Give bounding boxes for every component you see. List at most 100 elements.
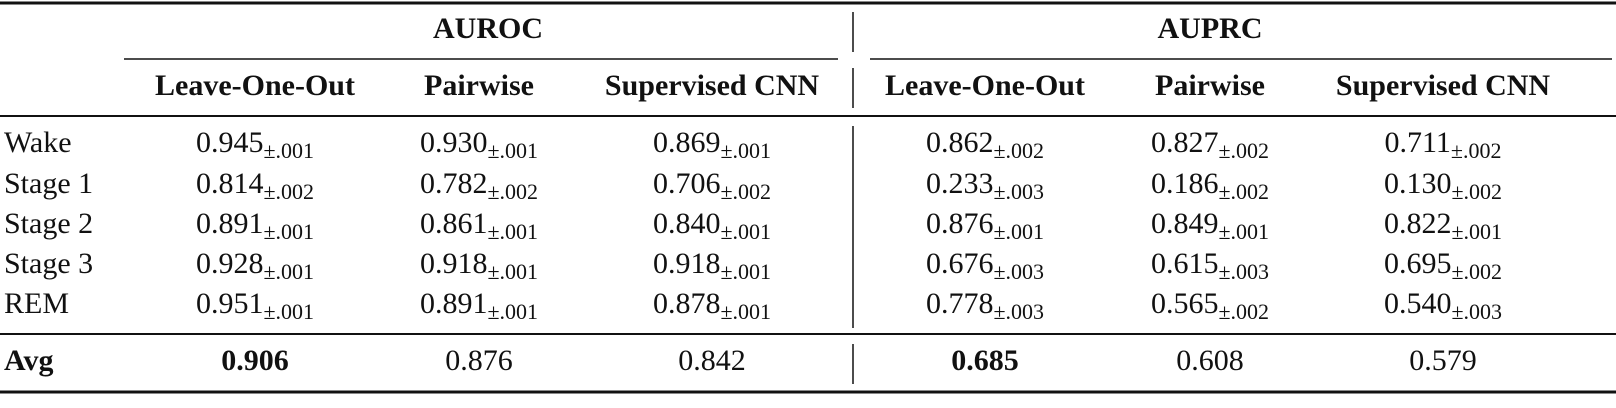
group-header: AUPRC xyxy=(1158,12,1263,45)
avg-cell: 0.842 xyxy=(678,344,746,377)
cell-value: 0.822 xyxy=(1384,207,1452,240)
cell-value: 0.869 xyxy=(653,126,721,159)
cell-value: 0.840 xyxy=(653,207,721,240)
cell-error: ±.001 xyxy=(720,138,771,163)
cell-error: ±.002 xyxy=(487,179,538,204)
cell: 0.878±.001 xyxy=(653,287,771,324)
cell-error: ±.002 xyxy=(720,179,771,204)
cell: 0.540±.003 xyxy=(1384,287,1502,324)
cell-error: ±.002 xyxy=(1451,179,1502,204)
cell-value: 0.782 xyxy=(420,167,488,200)
cell-error: ±.001 xyxy=(1218,219,1269,244)
row-label: Stage 3 xyxy=(4,247,93,280)
cell-value: 0.928 xyxy=(196,247,264,280)
avg-cell: 0.579 xyxy=(1409,344,1477,377)
cell-value: 0.862 xyxy=(926,126,994,159)
cell-error: ±.001 xyxy=(487,259,538,284)
cell: 0.951±.001 xyxy=(196,287,314,324)
cell-error: ±.003 xyxy=(1451,299,1502,324)
cell-error: ±.001 xyxy=(263,259,314,284)
cell-error: ±.002 xyxy=(1451,259,1502,284)
cell: 0.778±.003 xyxy=(926,287,1044,324)
column-header: Pairwise xyxy=(1155,69,1265,102)
cell-error: ±.002 xyxy=(1218,138,1269,163)
cell: 0.676±.003 xyxy=(926,247,1044,284)
cell-value: 0.695 xyxy=(1384,247,1452,280)
cell: 0.130±.002 xyxy=(1384,167,1502,204)
column-header: Supervised CNN xyxy=(605,69,820,102)
row-label: Wake xyxy=(4,126,72,159)
cell-error: ±.002 xyxy=(993,138,1044,163)
cell-error: ±.002 xyxy=(263,179,314,204)
cell: 0.186±.002 xyxy=(1151,167,1269,204)
cell: 0.827±.002 xyxy=(1151,126,1269,163)
cell-error: ±.001 xyxy=(720,299,771,324)
cell: 0.711±.002 xyxy=(1385,126,1502,163)
cell-error: ±.001 xyxy=(487,219,538,244)
row-label: Stage 2 xyxy=(4,207,93,240)
cell-value: 0.918 xyxy=(653,247,721,280)
cell: 0.930±.001 xyxy=(420,126,538,163)
cell-value: 0.711 xyxy=(1385,126,1451,159)
cell-error: ±.001 xyxy=(487,299,538,324)
cell-value: 0.814 xyxy=(196,167,264,200)
cell: 0.891±.001 xyxy=(420,287,538,324)
cell: 0.822±.001 xyxy=(1384,207,1502,244)
cell-value: 0.930 xyxy=(420,126,488,159)
avg-cell: 0.608 xyxy=(1176,344,1244,377)
cell-value: 0.876 xyxy=(926,207,994,240)
avg-cell: 0.906 xyxy=(221,344,289,377)
cell: 0.918±.001 xyxy=(420,247,538,284)
cell-value: 0.878 xyxy=(653,287,721,320)
cell-error: ±.001 xyxy=(720,259,771,284)
avg-cell: 0.685 xyxy=(951,344,1019,377)
cell: 0.928±.001 xyxy=(196,247,314,284)
column-header: Leave-One-Out xyxy=(155,69,355,102)
cell-value: 0.706 xyxy=(653,167,721,200)
cell: 0.876±.001 xyxy=(926,207,1044,244)
cell-error: ±.002 xyxy=(1451,138,1502,163)
cell-error: ±.001 xyxy=(1451,219,1502,244)
cell-error: ±.003 xyxy=(993,299,1044,324)
row-label: REM xyxy=(4,287,69,320)
cell: 0.869±.001 xyxy=(653,126,771,163)
cell: 0.840±.001 xyxy=(653,207,771,244)
cell-error: ±.001 xyxy=(993,219,1044,244)
cell-error: ±.003 xyxy=(993,179,1044,204)
cell-value: 0.778 xyxy=(926,287,994,320)
cell: 0.861±.001 xyxy=(420,207,538,244)
cell-error: ±.002 xyxy=(1218,299,1269,324)
cell-value: 0.676 xyxy=(926,247,994,280)
cell-value: 0.891 xyxy=(420,287,488,320)
cell-value: 0.951 xyxy=(196,287,264,320)
cell-error: ±.001 xyxy=(263,219,314,244)
cell-error: ±.003 xyxy=(993,259,1044,284)
cell-value: 0.945 xyxy=(196,126,264,159)
cell: 0.615±.003 xyxy=(1151,247,1269,284)
row-label: Avg xyxy=(4,344,53,377)
cell-value: 0.615 xyxy=(1151,247,1219,280)
cell-value: 0.918 xyxy=(420,247,488,280)
cell-value: 0.233 xyxy=(926,167,994,200)
cell-value: 0.565 xyxy=(1151,287,1219,320)
cell-error: ±.001 xyxy=(263,138,314,163)
cell: 0.849±.001 xyxy=(1151,207,1269,244)
cell-error: ±.001 xyxy=(263,299,314,324)
cell-value: 0.827 xyxy=(1151,126,1219,159)
cell: 0.918±.001 xyxy=(653,247,771,284)
column-header: Pairwise xyxy=(424,69,534,102)
cell: 0.814±.002 xyxy=(196,167,314,204)
cell: 0.945±.001 xyxy=(196,126,314,163)
cell-value: 0.849 xyxy=(1151,207,1219,240)
column-header: Supervised CNN xyxy=(1336,69,1551,102)
cell-value: 0.186 xyxy=(1151,167,1219,200)
cell-value: 0.861 xyxy=(420,207,488,240)
cell-error: ±.001 xyxy=(487,138,538,163)
group-header: AUROC xyxy=(433,12,543,45)
cell-value: 0.130 xyxy=(1384,167,1452,200)
cell: 0.233±.003 xyxy=(926,167,1044,204)
cell: 0.782±.002 xyxy=(420,167,538,204)
cell-value: 0.891 xyxy=(196,207,264,240)
